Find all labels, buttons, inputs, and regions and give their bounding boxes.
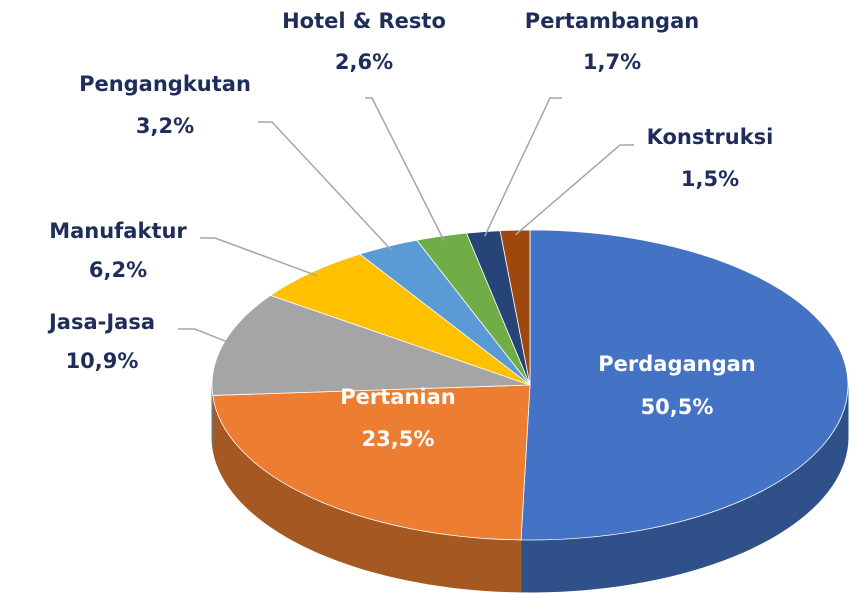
pie-slice <box>269 253 531 386</box>
leader-line <box>514 144 634 236</box>
slice-label: Manufaktur <box>49 219 187 243</box>
pie-slice <box>520 229 849 541</box>
slice-label: Hotel & Resto <box>282 9 446 33</box>
slice-value: 3,2% <box>136 114 194 138</box>
leader-line <box>178 328 234 345</box>
slice-label: Perdagangan <box>598 352 756 376</box>
slice-value: 2,6% <box>335 50 393 74</box>
slice-label: Pertanian <box>340 385 455 409</box>
slice-value: 50,5% <box>641 395 714 419</box>
leader-line <box>200 237 318 277</box>
slice-value: 1,7% <box>583 50 641 74</box>
slice-value: 10,9% <box>66 349 139 373</box>
slice-value: 1,5% <box>681 167 739 191</box>
slice-value: 23,5% <box>362 427 435 451</box>
slice-label: Pengangkutan <box>79 72 251 96</box>
leader-line <box>258 121 393 252</box>
leader-line <box>483 97 562 237</box>
slice-value: 6,2% <box>89 258 147 282</box>
pie-slice <box>212 384 531 541</box>
slice-label: Konstruksi <box>647 125 774 149</box>
slice-label: Jasa-Jasa <box>47 310 155 334</box>
leader-line <box>365 97 445 241</box>
pie-slice <box>499 229 531 386</box>
slice-label: Pertambangan <box>525 9 699 33</box>
pie-slice <box>211 294 531 396</box>
